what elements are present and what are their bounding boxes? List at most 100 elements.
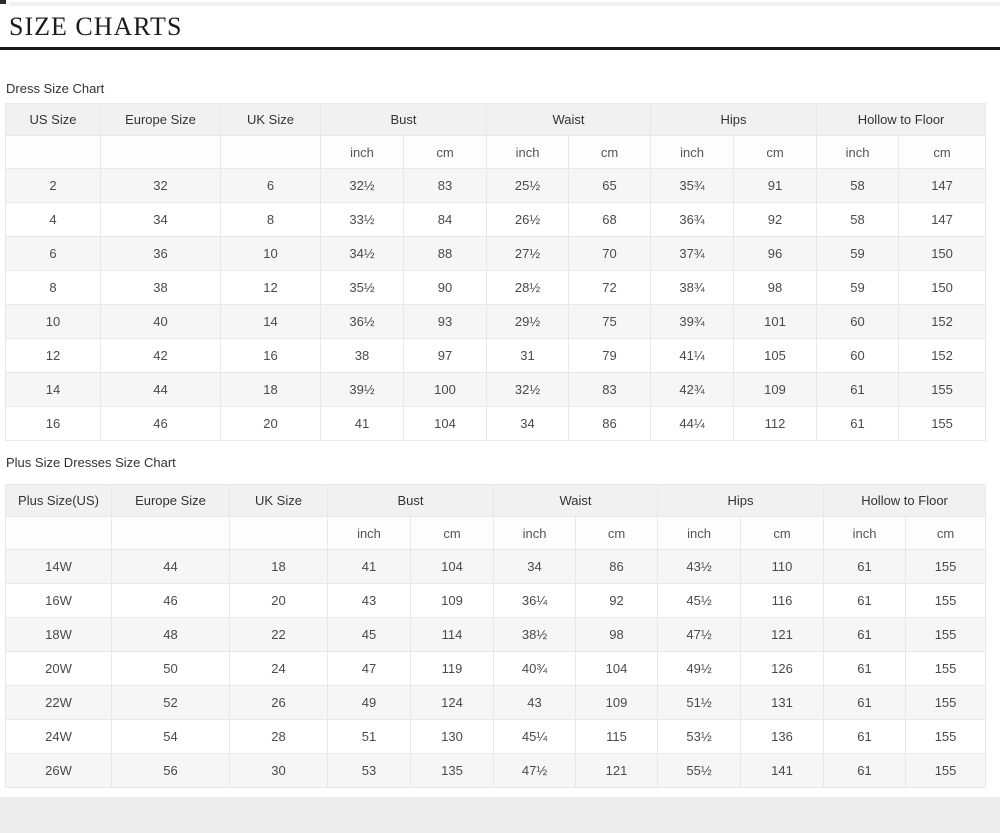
table-cell: 34 — [486, 406, 570, 441]
column-header: Europe Size — [100, 103, 221, 136]
table-cell: 61 — [823, 617, 907, 652]
table-cell: 34 — [493, 549, 577, 584]
page-title: SIZE CHARTS — [9, 12, 183, 41]
table-row: 10 40 14 36½ 93 29½ 75 39¾ 101 60 152 — [5, 304, 987, 339]
table-cell: 41¼ — [650, 338, 735, 373]
unit-header-cell — [229, 516, 328, 550]
unit-header-cell — [5, 516, 112, 550]
table-cell: 53½ — [657, 719, 742, 754]
table-cell: 38¾ — [650, 270, 735, 305]
table-cell: 98 — [575, 617, 659, 652]
column-header: Europe Size — [111, 484, 230, 517]
table-cell: 34½ — [320, 236, 404, 271]
table-cell: 60 — [816, 304, 900, 339]
table-cell: 46 — [111, 583, 230, 618]
table-cell: 36 — [100, 236, 221, 271]
dress-size-chart-label: Dress Size Chart — [6, 81, 105, 96]
unit-header-row: inch cm inch cm inch cm inch cm — [5, 516, 987, 550]
table-cell: 121 — [575, 753, 659, 788]
table-cell: 104 — [402, 406, 488, 441]
table-cell: 136 — [740, 719, 825, 754]
unit-header-cell: cm — [409, 516, 495, 550]
table-cell: 150 — [898, 270, 987, 305]
table-row: 12 42 16 38 97 31 79 41¼ 105 60 152 — [5, 338, 987, 373]
table-cell: 52 — [111, 685, 230, 720]
table-cell: 47½ — [657, 617, 742, 652]
table-cell: 61 — [816, 406, 900, 441]
column-header: Hips — [657, 484, 825, 517]
table-cell: 92 — [575, 583, 659, 618]
table-cell: 121 — [740, 617, 825, 652]
table-cell: 61 — [823, 685, 907, 720]
unit-header-cell — [220, 135, 321, 169]
table-row: 16 46 20 41 104 34 86 44¼ 112 61 155 — [5, 406, 987, 441]
table-cell: 84 — [402, 202, 488, 237]
unit-header-cell: inch — [650, 135, 735, 169]
table-cell: 41 — [320, 406, 404, 441]
header-row: US Size Europe Size UK Size Bust Waist Hips Ho… — [5, 103, 987, 136]
table-cell: 61 — [816, 372, 900, 407]
table-cell: 65 — [568, 168, 652, 203]
table-cell: 100 — [402, 372, 488, 407]
column-header: Bust — [319, 103, 488, 136]
table-cell: 16W — [5, 583, 112, 618]
table-cell: 10 — [220, 236, 321, 271]
column-header: Plus Size(US) — [5, 484, 112, 517]
table-cell: 40 — [100, 304, 221, 339]
table-cell: 104 — [575, 651, 659, 686]
corner-mark — [0, 0, 6, 4]
table-row: 14 44 18 39½ 100 32½ 83 42¾ 109 61 155 — [5, 372, 987, 407]
table-cell: 49½ — [657, 651, 742, 686]
table-cell: 135 — [409, 753, 495, 788]
table-cell: 155 — [905, 685, 987, 720]
column-header: US Size — [5, 103, 101, 136]
table-row: 2 32 6 32½ 83 25½ 65 35¾ 91 58 147 — [5, 168, 987, 203]
unit-header-cell — [111, 516, 230, 550]
unit-header-cell: inch — [657, 516, 742, 550]
table-cell: 6 — [220, 168, 321, 203]
table-cell: 119 — [409, 651, 495, 686]
table-cell: 131 — [740, 685, 825, 720]
table-cell: 10 — [5, 304, 101, 339]
column-header: UK Size — [229, 484, 328, 517]
table-cell: 4 — [5, 202, 101, 237]
table-cell: 35½ — [320, 270, 404, 305]
unit-header-cell: cm — [898, 135, 987, 169]
table-cell: 105 — [733, 338, 818, 373]
table-cell: 42¾ — [650, 372, 735, 407]
table-cell: 68 — [568, 202, 652, 237]
table-cell: 36½ — [320, 304, 404, 339]
table-cell: 40¾ — [493, 651, 577, 686]
table-cell: 96 — [733, 236, 818, 271]
table-cell: 109 — [409, 583, 495, 618]
unit-header-cell: inch — [493, 516, 577, 550]
table-cell: 39¾ — [650, 304, 735, 339]
table-row: 4 34 8 33½ 84 26½ 68 36¾ 92 58 147 — [5, 202, 987, 237]
table-cell: 147 — [898, 202, 987, 237]
table-cell: 18 — [229, 549, 328, 584]
table-cell: 38 — [320, 338, 404, 373]
table-row: 22W 52 26 49 124 43 109 51½ 131 61 155 — [5, 685, 987, 720]
table-cell: 112 — [733, 406, 818, 441]
table-cell: 20 — [229, 583, 328, 618]
table-cell: 26W — [5, 753, 112, 788]
table-cell: 38 — [100, 270, 221, 305]
table-cell: 8 — [5, 270, 101, 305]
table-cell: 110 — [740, 549, 825, 584]
table-cell: 48 — [111, 617, 230, 652]
table-cell: 47½ — [493, 753, 577, 788]
table-cell: 35¾ — [650, 168, 735, 203]
table-cell: 24W — [5, 719, 112, 754]
footer-band — [0, 797, 1000, 833]
header-row: Plus Size(US) Europe Size UK Size Bust Waist… — [5, 484, 987, 517]
table-cell: 152 — [898, 304, 987, 339]
table-cell: 75 — [568, 304, 652, 339]
table-cell: 45 — [327, 617, 411, 652]
title-bar: SIZE CHARTS — [0, 6, 1000, 50]
table-cell: 97 — [402, 338, 488, 373]
unit-header-cell — [100, 135, 221, 169]
column-header: Hollow to Floor — [823, 484, 987, 517]
column-header: UK Size — [220, 103, 321, 136]
column-header: Hips — [650, 103, 818, 136]
table-cell: 26 — [229, 685, 328, 720]
